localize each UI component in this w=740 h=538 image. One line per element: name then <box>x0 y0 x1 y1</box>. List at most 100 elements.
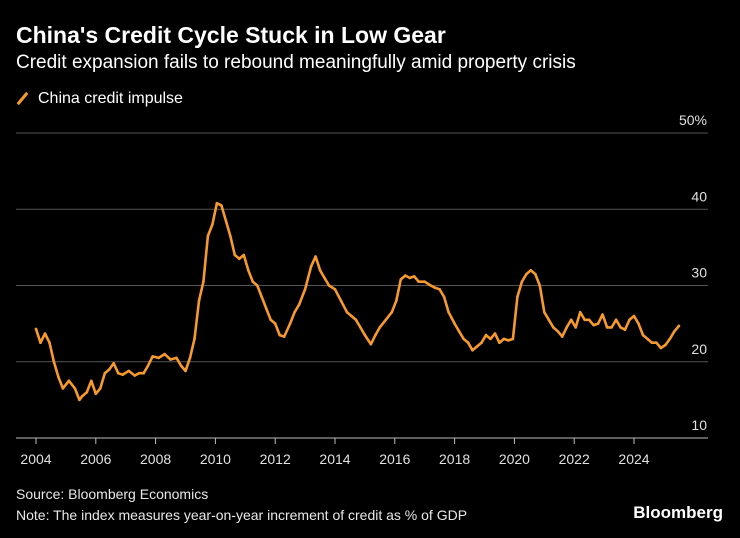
data-point <box>220 204 223 207</box>
data-point <box>601 313 604 316</box>
data-point <box>447 310 450 314</box>
data-point <box>480 341 483 345</box>
data-point <box>247 269 250 272</box>
data-point <box>146 364 150 367</box>
x-axis: 2004 2006 2008 2010 2012 2014 2016 2018 2020 2022… <box>20 438 650 467</box>
data-point <box>507 339 510 342</box>
data-point <box>466 341 470 345</box>
data-point <box>659 346 663 350</box>
data-point <box>238 257 241 261</box>
data-point <box>408 276 412 280</box>
data-point <box>457 330 461 333</box>
data-point <box>354 318 358 322</box>
data-point <box>628 318 631 322</box>
data-point <box>81 394 84 398</box>
x-tick-label: 2006 <box>80 451 111 467</box>
data-point <box>34 327 38 331</box>
data-point <box>668 337 672 341</box>
data-point <box>43 332 47 335</box>
data-point <box>423 280 427 284</box>
data-point <box>417 280 421 284</box>
data-point <box>395 299 398 303</box>
data-point <box>578 310 582 314</box>
data-point <box>569 318 573 322</box>
data-point <box>211 223 214 226</box>
data-point <box>175 356 178 360</box>
data-point <box>605 326 609 329</box>
data-point <box>538 284 542 287</box>
data-point <box>127 369 130 373</box>
data-point <box>278 333 282 337</box>
data-point <box>318 269 322 272</box>
data-point <box>552 326 555 329</box>
methodology-note: Note: The index measures year-on-year in… <box>16 507 468 523</box>
x-tick-label: 2024 <box>618 451 649 467</box>
data-point <box>556 330 560 333</box>
data-point <box>345 310 349 314</box>
legend: China credit impulse <box>16 90 183 108</box>
data-point <box>169 358 172 361</box>
data-point <box>471 349 474 352</box>
y-tick-label: 40 <box>691 188 707 204</box>
data-point <box>233 253 237 257</box>
data-point <box>489 337 492 341</box>
source-note: Source: Bloomberg Economics <box>16 486 209 502</box>
data-point <box>282 335 286 338</box>
data-point <box>390 310 394 314</box>
data-point <box>655 341 658 345</box>
data-point <box>224 219 228 222</box>
y-tick-label: 50% <box>679 112 707 128</box>
y-axis-ticks: 10 20 30 40 50% <box>679 112 707 433</box>
data-point <box>137 371 141 375</box>
data-point <box>184 369 187 373</box>
x-tick-label: 2012 <box>260 451 291 467</box>
data-point <box>197 299 201 303</box>
data-point <box>78 398 81 402</box>
data-point <box>453 322 456 325</box>
data-point <box>433 286 437 290</box>
data-point <box>215 201 219 205</box>
data-point <box>103 371 107 375</box>
gridlines <box>16 132 708 439</box>
data-point <box>359 326 362 329</box>
data-point <box>623 328 627 332</box>
data-point <box>632 314 636 318</box>
data-point <box>592 323 595 327</box>
data-point <box>99 387 102 390</box>
data-point <box>462 337 465 341</box>
data-point <box>614 318 618 322</box>
data-point <box>157 356 160 360</box>
data-point <box>404 274 407 277</box>
data-point <box>133 374 136 377</box>
data-point <box>193 337 196 341</box>
data-point <box>264 307 268 310</box>
data-point <box>560 335 564 338</box>
series-group <box>34 201 681 402</box>
x-tick-label: 2020 <box>499 451 530 467</box>
data-point <box>288 322 292 325</box>
data-point <box>412 275 416 278</box>
data-point <box>121 373 124 377</box>
data-point <box>502 337 506 341</box>
data-point <box>493 332 497 335</box>
data-point <box>484 333 488 337</box>
data-point <box>90 379 93 383</box>
y-tick-label: 30 <box>691 265 707 281</box>
data-point <box>39 341 42 345</box>
data-point <box>202 280 205 284</box>
data-point <box>73 387 77 390</box>
data-point <box>475 345 479 348</box>
x-tick-label: 2004 <box>20 451 51 467</box>
data-point <box>673 330 676 333</box>
data-point <box>534 272 537 276</box>
data-point <box>583 318 586 322</box>
data-point <box>327 284 331 287</box>
data-point <box>498 341 501 345</box>
data-point <box>260 295 264 299</box>
data-point <box>547 318 551 322</box>
y-tick-label: 20 <box>691 341 707 357</box>
x-tick-label: 2016 <box>379 451 410 467</box>
data-point <box>112 362 115 365</box>
x-tick-label: 2014 <box>319 451 350 467</box>
